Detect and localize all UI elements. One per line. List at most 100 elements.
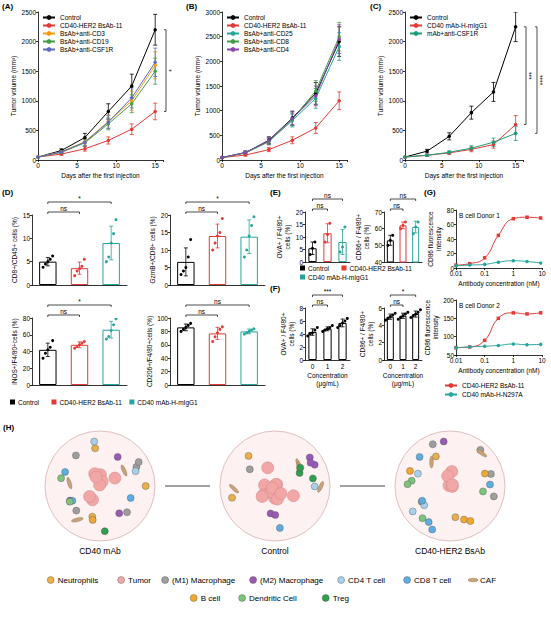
svg-text:ns: ns: [317, 298, 325, 305]
svg-text:BsAb+anti-CSF1R: BsAb+anti-CSF1R: [60, 46, 114, 53]
svg-text:CD40-HER2 BsAb-11: CD40-HER2 BsAb-11: [349, 265, 412, 272]
svg-text:Concentration: Concentration: [307, 372, 348, 379]
svg-text:CD40-HER2 BsAb: CD40-HER2 BsAb: [415, 546, 485, 556]
svg-text:Control: Control: [60, 14, 82, 21]
svg-text:CD86+ / F4/80+: CD86+ / F4/80+: [359, 311, 366, 357]
svg-text:80: 80: [447, 207, 455, 214]
svg-text:(A): (A): [2, 2, 13, 11]
svg-text:1: 1: [512, 270, 516, 277]
svg-text:20: 20: [161, 368, 169, 375]
svg-text:BsAb+anti-CD4: BsAb+anti-CD4: [244, 46, 289, 53]
svg-text:CAF: CAF: [480, 576, 496, 585]
svg-text:iNOS+/F4/80+cells (%): iNOS+/F4/80+cells (%): [11, 318, 19, 384]
svg-text:15: 15: [336, 162, 344, 169]
svg-text:6: 6: [299, 318, 303, 325]
svg-text:2500: 2500: [206, 33, 221, 40]
svg-text:60: 60: [375, 225, 383, 232]
svg-text:ns: ns: [198, 308, 206, 315]
svg-text:500: 500: [392, 127, 403, 134]
svg-text:0: 0: [378, 357, 382, 364]
svg-text:5: 5: [75, 162, 79, 169]
svg-text:CD40 mAb: CD40 mAb: [79, 546, 121, 556]
svg-text:1500: 1500: [206, 83, 221, 90]
svg-text:5: 5: [299, 246, 303, 253]
svg-text:0: 0: [26, 282, 30, 289]
svg-text:***: ***: [528, 71, 535, 79]
svg-text:60: 60: [447, 221, 455, 228]
svg-text:*: *: [168, 69, 175, 72]
svg-text:15: 15: [23, 212, 31, 219]
svg-text:ns: ns: [60, 205, 68, 212]
svg-text:1000: 1000: [22, 97, 37, 104]
svg-text:0.01: 0.01: [450, 270, 463, 277]
svg-text:0: 0: [403, 162, 407, 169]
svg-text:*: *: [216, 195, 219, 202]
svg-text:5: 5: [26, 258, 30, 265]
svg-text:200: 200: [443, 297, 454, 304]
svg-text:Tumor volume (mm³): Tumor volume (mm³): [10, 56, 18, 116]
svg-text:100: 100: [157, 315, 168, 322]
svg-text:(D): (D): [2, 188, 13, 197]
svg-text:B cell Donor 2: B cell Donor 2: [459, 302, 500, 309]
svg-text:20: 20: [296, 209, 304, 216]
svg-text:20: 20: [161, 212, 169, 219]
svg-text:500: 500: [209, 132, 220, 139]
svg-text:80: 80: [23, 315, 31, 322]
svg-text:BsAb+anti-CD8: BsAb+anti-CD8: [244, 38, 289, 45]
svg-text:ns: ns: [393, 202, 401, 209]
svg-text:Antibody concentration (nM): Antibody concentration (nM): [458, 367, 539, 375]
svg-text:Treg: Treg: [333, 594, 349, 603]
svg-text:0: 0: [36, 162, 40, 169]
svg-text:****: ****: [539, 75, 546, 86]
svg-text:CD86 fluorescence: CD86 fluorescence: [424, 299, 431, 355]
svg-text:CD8 T cell: CD8 T cell: [414, 576, 451, 585]
svg-text:B cell Donor 1: B cell Donor 1: [459, 212, 500, 219]
svg-text:50: 50: [375, 242, 383, 249]
svg-text:intensity: intensity: [432, 315, 440, 340]
svg-text:CD4 T cell: CD4 T cell: [348, 576, 385, 585]
svg-text:10: 10: [113, 162, 121, 169]
svg-text:1: 1: [401, 363, 405, 370]
svg-text:CD40 mAb-H-mIgG1: CD40 mAb-H-mIgG1: [137, 399, 198, 407]
svg-text:*: *: [78, 195, 81, 202]
svg-text:BsAb+anti-CD3: BsAb+anti-CD3: [60, 30, 105, 37]
svg-text:2: 2: [414, 363, 418, 370]
svg-text:Days after the first injection: Days after the first injection: [245, 172, 324, 180]
svg-text:Dendritic Cell: Dendritic Cell: [249, 594, 297, 603]
svg-text:mAb+anti-CSF1R: mAb+anti-CSF1R: [427, 30, 478, 37]
svg-text:ns: ns: [60, 308, 68, 315]
svg-text:1000: 1000: [389, 97, 404, 104]
svg-text:OVA+ / F4/80+: OVA+ / F4/80+: [280, 312, 287, 355]
svg-text:1000: 1000: [206, 107, 221, 114]
svg-text:2000: 2000: [206, 58, 221, 65]
svg-text:CD40-HER2 BsAb-11: CD40-HER2 BsAb-11: [462, 382, 525, 389]
svg-text:GzmB+/CD8+ cells (%): GzmB+/CD8+ cells (%): [149, 216, 157, 283]
svg-text:0.1: 0.1: [480, 270, 489, 277]
svg-text:2000: 2000: [389, 38, 404, 45]
svg-text:0: 0: [299, 259, 303, 266]
svg-text:2500: 2500: [389, 9, 404, 16]
svg-text:(C): (C): [370, 2, 381, 11]
svg-text:10: 10: [475, 162, 483, 169]
svg-text:2000: 2000: [22, 38, 37, 45]
svg-text:60: 60: [23, 331, 31, 338]
svg-text:OVA+ / F4/80+: OVA+ / F4/80+: [276, 215, 283, 258]
svg-text:5: 5: [259, 162, 263, 169]
svg-text:Antibody concentration (nM): Antibody concentration (nM): [458, 280, 539, 288]
svg-text:(B): (B): [186, 2, 197, 11]
svg-text:Tumor volume (mm³): Tumor volume (mm³): [194, 56, 202, 116]
svg-text:CD8+/CD45+ cells (%): CD8+/CD45+ cells (%): [11, 217, 19, 283]
svg-text:0: 0: [220, 162, 224, 169]
svg-text:10: 10: [297, 162, 305, 169]
svg-text:CD40-HER2 BsAb-11: CD40-HER2 BsAb-11: [244, 22, 307, 29]
svg-text:0: 0: [299, 357, 303, 364]
svg-text:Tumor volume (mm³): Tumor volume (mm³): [377, 56, 385, 116]
svg-text:20: 20: [23, 365, 31, 372]
svg-text:60: 60: [161, 341, 169, 348]
svg-text:15: 15: [152, 162, 160, 169]
svg-text:cells (%): cells (%): [284, 225, 292, 250]
svg-text:70: 70: [375, 209, 383, 216]
svg-text:*: *: [78, 298, 81, 305]
svg-text:ns: ns: [198, 205, 206, 212]
svg-text:0: 0: [389, 363, 393, 370]
